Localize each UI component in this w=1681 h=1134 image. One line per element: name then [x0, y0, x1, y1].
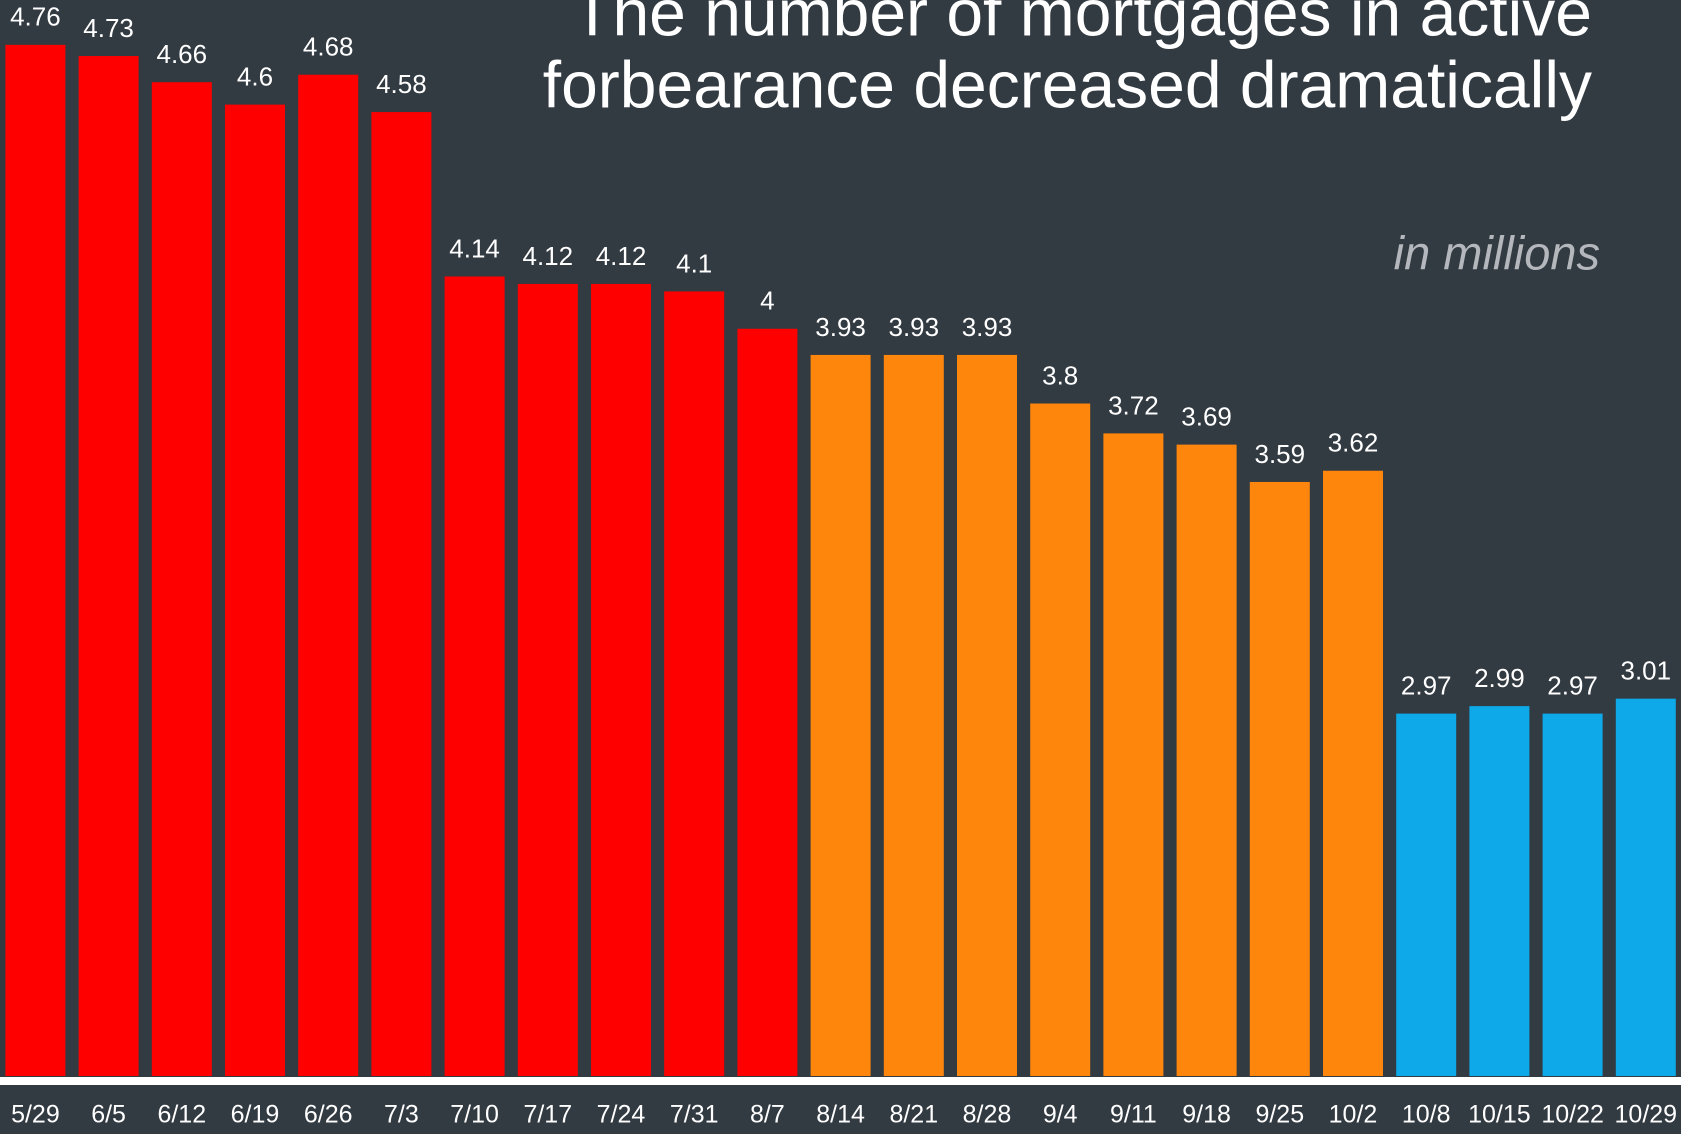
- bar: [517, 283, 578, 1076]
- value-label: 4.12: [522, 241, 573, 271]
- value-label: 3.62: [1328, 428, 1379, 458]
- x-tick-label: 7/24: [597, 1101, 646, 1129]
- x-tick-label: 7/10: [450, 1101, 499, 1129]
- value-label: 3.93: [815, 312, 866, 342]
- value-label: 4.12: [596, 241, 647, 271]
- x-tick-label: 7/31: [670, 1101, 719, 1129]
- value-label: 2.99: [1474, 663, 1525, 693]
- value-label: 4.6: [237, 61, 273, 91]
- x-tick-label: 10/29: [1615, 1101, 1678, 1129]
- x-tick-label: 10/22: [1541, 1101, 1604, 1129]
- bar: [1176, 444, 1237, 1076]
- x-tick-label: 9/11: [1110, 1101, 1157, 1129]
- x-tick-label: 5/29: [11, 1101, 60, 1129]
- bar: [1469, 706, 1530, 1076]
- value-label: 3.01: [1620, 656, 1671, 686]
- x-tick-label: 9/4: [1043, 1101, 1078, 1129]
- bar: [883, 354, 944, 1076]
- bar: [1396, 713, 1457, 1076]
- value-label: 2.97: [1401, 670, 1452, 700]
- x-tick-label: 6/5: [91, 1101, 126, 1129]
- x-tick-label: 7/17: [523, 1101, 572, 1129]
- value-label: 3.93: [962, 312, 1013, 342]
- bar: [664, 291, 725, 1077]
- x-axis-line: [0, 1077, 1681, 1085]
- bar: [1615, 698, 1676, 1076]
- bar: [810, 354, 871, 1076]
- x-tick-label: 8/21: [889, 1101, 938, 1129]
- bar: [151, 82, 212, 1076]
- value-label: 4.68: [303, 32, 354, 62]
- chart-title: forbearance decreased dramatically: [543, 47, 1592, 121]
- value-label: 3.93: [888, 312, 939, 342]
- x-tick-label: 6/19: [231, 1101, 280, 1129]
- x-tick-label: 10/2: [1329, 1101, 1378, 1129]
- bar: [5, 44, 66, 1076]
- value-label: 4.58: [376, 69, 427, 99]
- value-label: 4.66: [156, 39, 207, 69]
- bar: [298, 74, 359, 1076]
- value-label: 3.72: [1108, 390, 1159, 420]
- x-tick-label: 8/28: [963, 1101, 1012, 1129]
- x-tick-label: 6/26: [304, 1101, 353, 1129]
- x-tick-label: 6/12: [157, 1101, 206, 1129]
- x-tick-label: 8/14: [816, 1101, 865, 1129]
- bar: [1030, 403, 1091, 1076]
- bar: [444, 276, 505, 1076]
- bar: [225, 104, 285, 1077]
- value-label: 2.97: [1547, 670, 1598, 700]
- value-label: 4.76: [10, 2, 61, 32]
- value-label: 4.14: [449, 233, 500, 263]
- x-tick-label: 8/7: [750, 1101, 785, 1129]
- bar: [1323, 470, 1383, 1076]
- x-tick-label: 9/25: [1255, 1101, 1304, 1129]
- bar: [1542, 713, 1603, 1076]
- value-label: 3.59: [1254, 439, 1305, 469]
- x-tick-label: 10/8: [1402, 1101, 1451, 1129]
- bar: [737, 328, 798, 1076]
- x-tick-label: 10/15: [1468, 1101, 1531, 1129]
- x-tick-label: 9/18: [1182, 1101, 1231, 1129]
- x-tick-label: 7/3: [384, 1101, 419, 1129]
- value-label: 4.73: [83, 13, 134, 43]
- plot: 4.76 5/29 4.73 6/5 4.66 6/12 4.6 6/19 4.68 6/26 4.…: [5, 2, 1677, 1129]
- value-label: 3.69: [1181, 401, 1232, 431]
- chart-title: The number of mortgages in active: [572, 0, 1592, 49]
- bar: [1249, 481, 1310, 1076]
- bar: [957, 354, 1017, 1076]
- chart-subtitle: in millions: [1394, 226, 1600, 279]
- bar: [591, 283, 651, 1076]
- bar: [371, 112, 432, 1077]
- bar: [78, 56, 139, 1076]
- value-label: 3.8: [1042, 360, 1078, 390]
- bar: [1103, 433, 1164, 1076]
- value-label: 4.1: [676, 248, 712, 278]
- value-label: 4: [760, 286, 774, 316]
